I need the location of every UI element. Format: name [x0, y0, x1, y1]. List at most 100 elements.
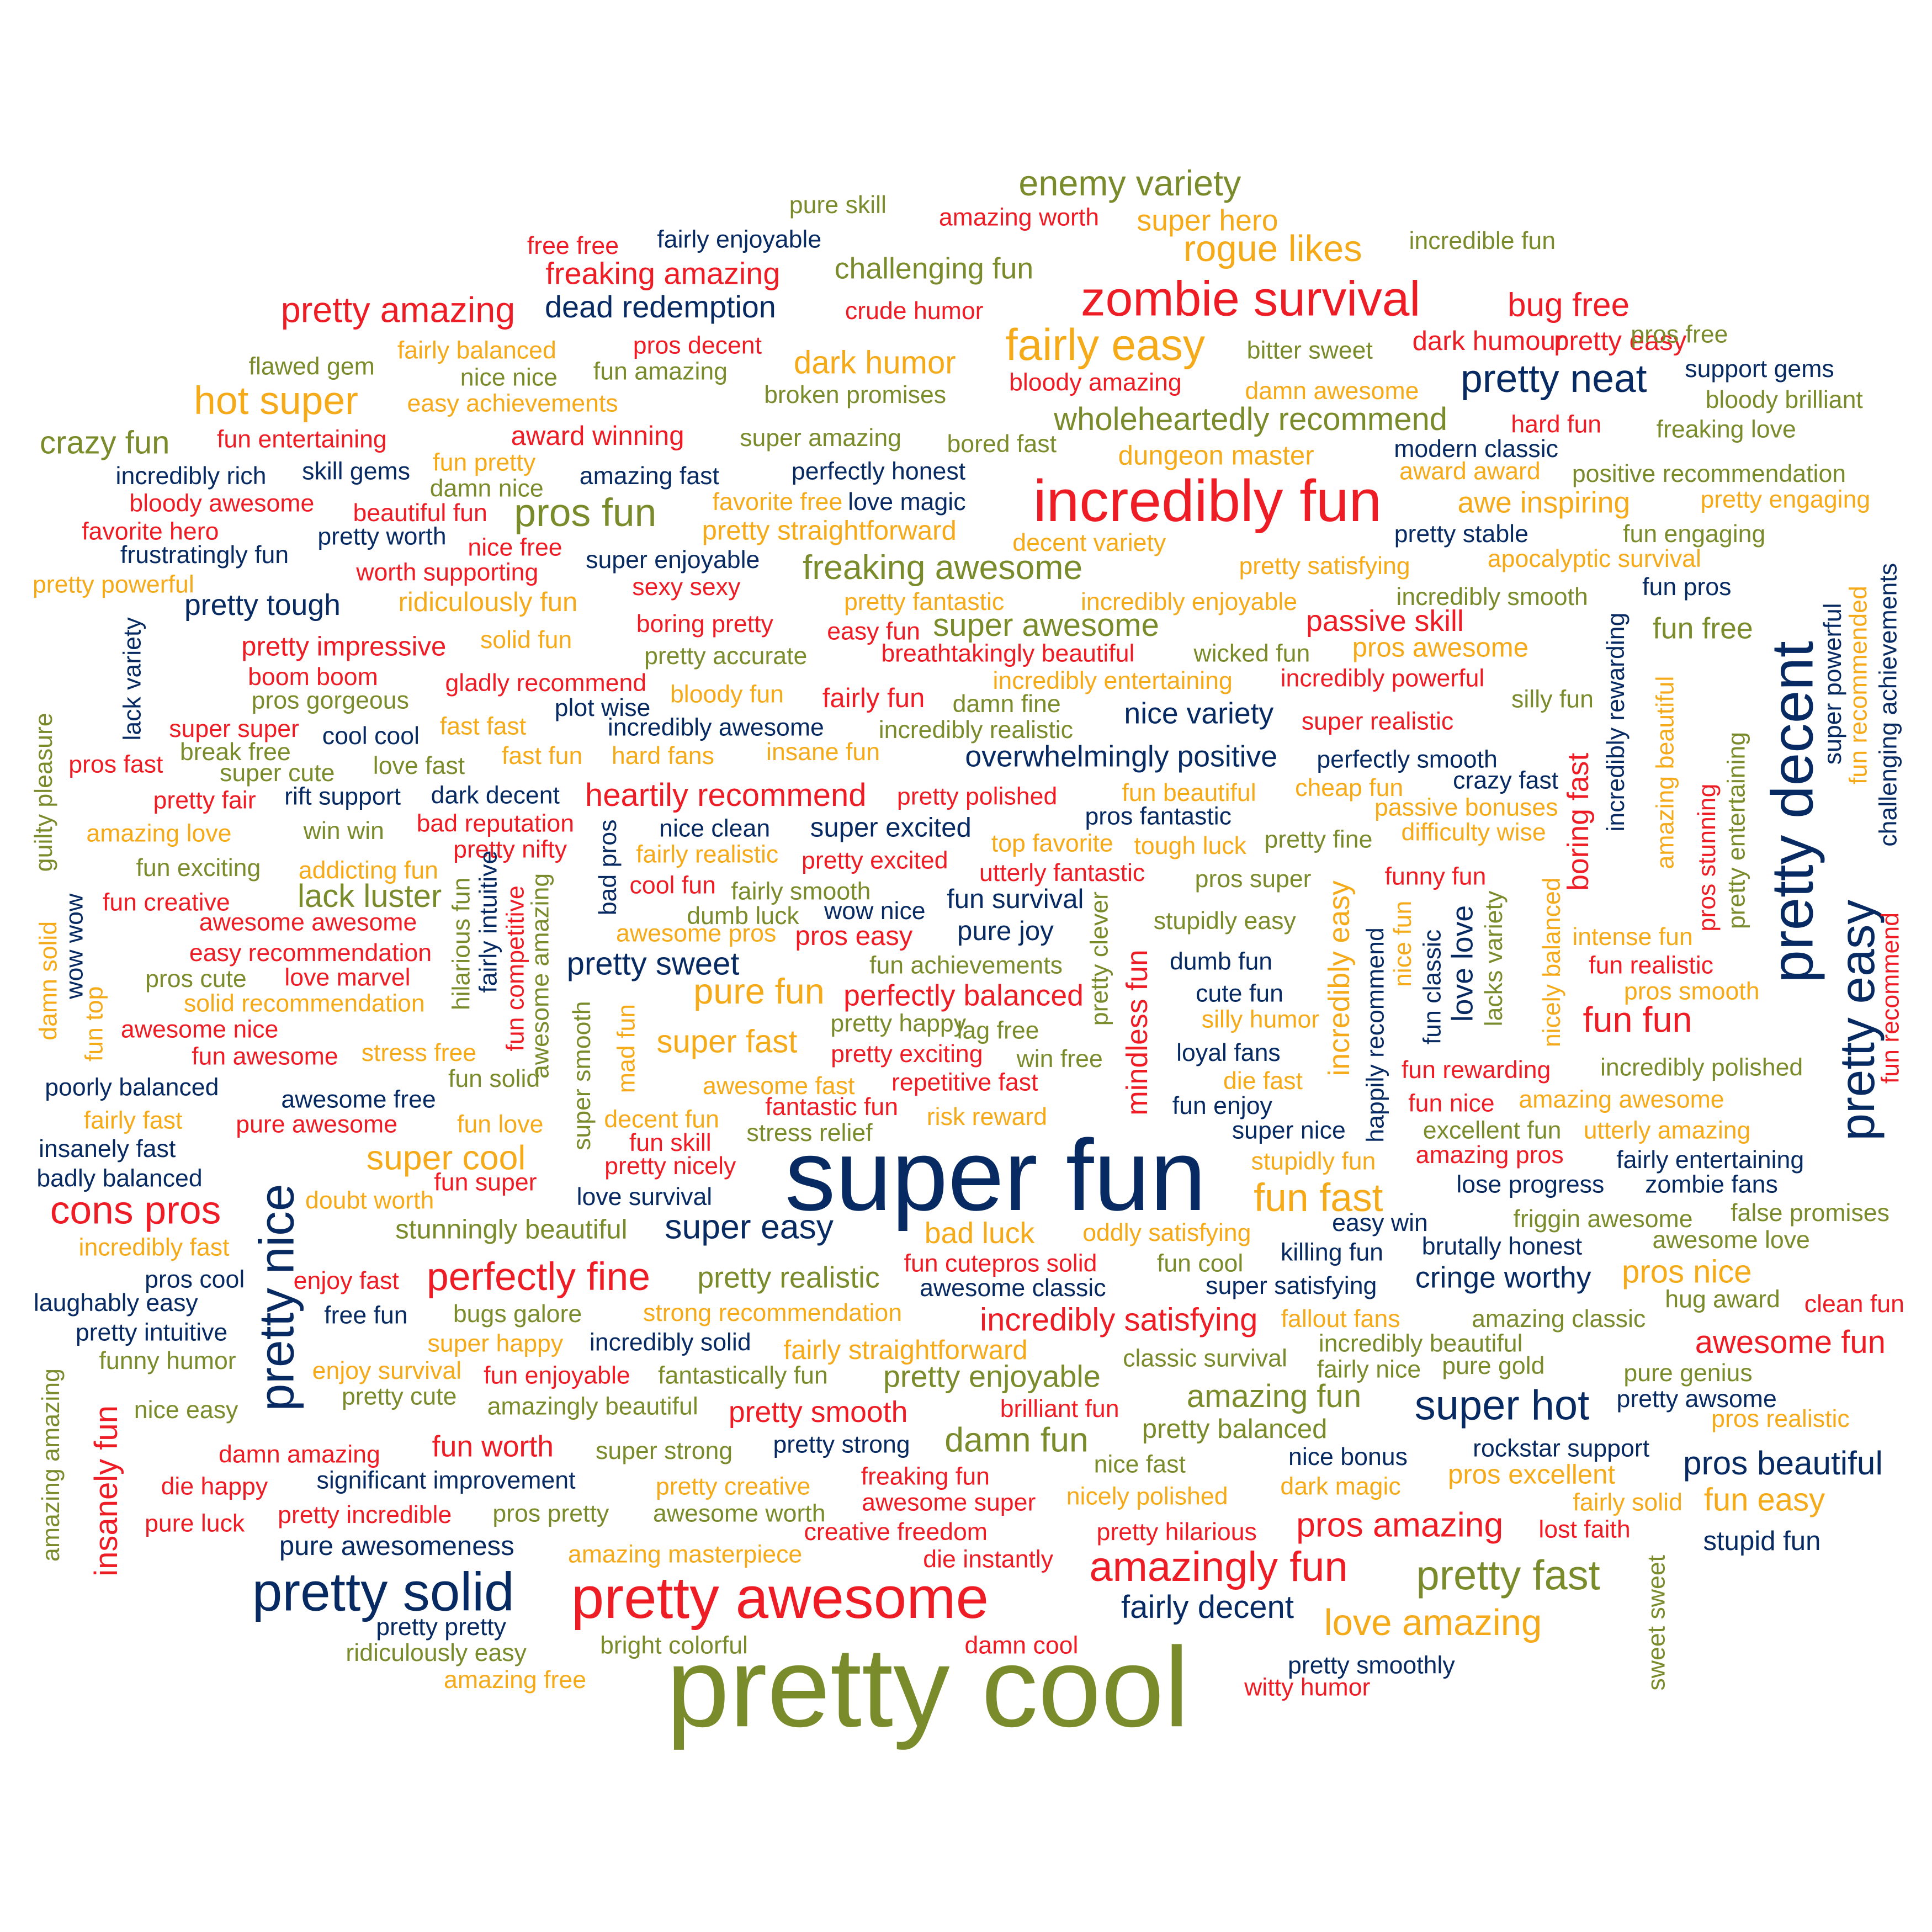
word: poorly balanced: [45, 1074, 219, 1102]
word: pretty incredible: [278, 1501, 452, 1530]
word: pure awesome: [236, 1111, 398, 1139]
word: fairly realistic: [636, 841, 779, 869]
word: pretty amazing: [280, 291, 516, 331]
word: dumb fun: [1169, 948, 1273, 976]
word: break free: [179, 739, 291, 767]
word: fun pretty: [433, 449, 536, 477]
word: fairly fun: [822, 682, 925, 714]
word: pretty powerful: [32, 571, 194, 599]
word: stress relief: [746, 1120, 873, 1148]
word: pros nice: [1622, 1253, 1752, 1291]
word: pretty satisfying: [1239, 553, 1410, 581]
word: nicely polished: [1066, 1483, 1228, 1511]
word: happily recommend: [1362, 927, 1390, 1143]
word: fairly intuitive: [475, 850, 503, 993]
word: cons pros: [50, 1187, 221, 1233]
word: pretty awesome: [571, 1566, 989, 1632]
word: enemy variety: [1018, 164, 1241, 204]
word: super enjoyable: [586, 547, 760, 575]
word: dark humor: [794, 343, 956, 381]
word: pretty strong: [773, 1431, 910, 1459]
word: incredibly satisfying: [980, 1301, 1258, 1339]
word: awesome classic: [920, 1275, 1106, 1303]
word: awesome worth: [652, 1500, 826, 1528]
word: damn amazing: [218, 1441, 380, 1469]
word: rogue likes: [1183, 229, 1362, 270]
word: amazing fast: [579, 463, 719, 491]
word: risk reward: [926, 1104, 1048, 1132]
word: hard fun: [1511, 411, 1602, 439]
word: pretty cute: [341, 1383, 457, 1411]
word: fun free: [1652, 612, 1753, 646]
word: lack variety: [119, 617, 147, 741]
word: pure luck: [145, 1510, 245, 1538]
word: fairly balanced: [397, 337, 556, 365]
word: fun beautiful: [1122, 779, 1256, 808]
word: love fast: [373, 752, 465, 780]
word: stupidly easy: [1153, 908, 1296, 936]
word: perfectly honest: [791, 458, 966, 486]
word: awesome amazing: [527, 873, 555, 1079]
word: zombie fans: [1645, 1171, 1778, 1199]
word: support gems: [1685, 356, 1834, 384]
word: nice variety: [1124, 697, 1274, 731]
word: boom boom: [248, 664, 378, 692]
word: pretty fine: [1264, 826, 1373, 854]
word: pretty realistic: [697, 1261, 880, 1295]
word: apocalyptic survival: [1487, 545, 1701, 573]
word: super fast: [656, 1022, 798, 1060]
word: pros realistic: [1711, 1405, 1850, 1433]
word: perfectly balanced: [843, 979, 1084, 1013]
word: fast fast: [439, 713, 527, 741]
word: win free: [1016, 1046, 1103, 1074]
word: pure awesomeness: [279, 1530, 514, 1562]
word: incredibly fun: [1033, 469, 1382, 535]
word: easy win: [1332, 1209, 1428, 1238]
word: stress free: [361, 1039, 477, 1068]
word: bad pros: [595, 819, 623, 916]
word: damn fun: [944, 1420, 1089, 1459]
word: dark decent: [431, 782, 560, 810]
word: bad luck: [924, 1217, 1035, 1251]
word: utterly fantastic: [979, 860, 1145, 888]
word: amazing classic: [1472, 1306, 1646, 1334]
word: sexy sexy: [632, 574, 741, 602]
word: super cool: [366, 1138, 526, 1177]
word: bored fast: [947, 431, 1057, 459]
word: wicked fun: [1193, 640, 1310, 668]
word: pretty impressive: [241, 630, 447, 662]
word: pros super: [1195, 866, 1312, 894]
word: incredibly beautiful: [1318, 1330, 1523, 1358]
word: repetitive fast: [891, 1069, 1038, 1097]
word: super amazing: [740, 425, 902, 453]
word: fun super: [434, 1169, 537, 1197]
word: pretty decent: [1760, 641, 1827, 983]
word: lose progress: [1456, 1171, 1605, 1199]
word: passive bonuses: [1374, 794, 1558, 822]
word: easy recommendation: [189, 940, 432, 968]
word: super cute: [220, 760, 335, 788]
word: amazing free: [443, 1667, 587, 1695]
word: wow wow: [61, 893, 89, 999]
word: die instantly: [923, 1546, 1054, 1574]
word: pretty straightforward: [702, 515, 957, 546]
word: pure gold: [1442, 1352, 1545, 1380]
word: fast fun: [501, 742, 583, 771]
word: free free: [527, 232, 619, 260]
word: fun fast: [1254, 1175, 1383, 1220]
word: pretty happy: [830, 1010, 967, 1038]
word: pretty nicely: [604, 1153, 736, 1181]
word: fairly solid: [1573, 1489, 1682, 1517]
word: bloody fun: [670, 681, 784, 709]
word: bugs galore: [453, 1301, 582, 1329]
word: frustratingly fun: [120, 542, 289, 570]
word: pros smooth: [1623, 978, 1760, 1006]
word: fairly decent: [1121, 1588, 1294, 1626]
word: pros gorgeous: [251, 687, 409, 715]
word: amazing amazing: [38, 1368, 66, 1562]
word: fun exciting: [136, 855, 261, 883]
word: awesome pros: [616, 920, 777, 948]
word: classic survival: [1123, 1345, 1287, 1373]
word: amazing fun: [1186, 1377, 1362, 1415]
word: win win: [303, 818, 384, 846]
